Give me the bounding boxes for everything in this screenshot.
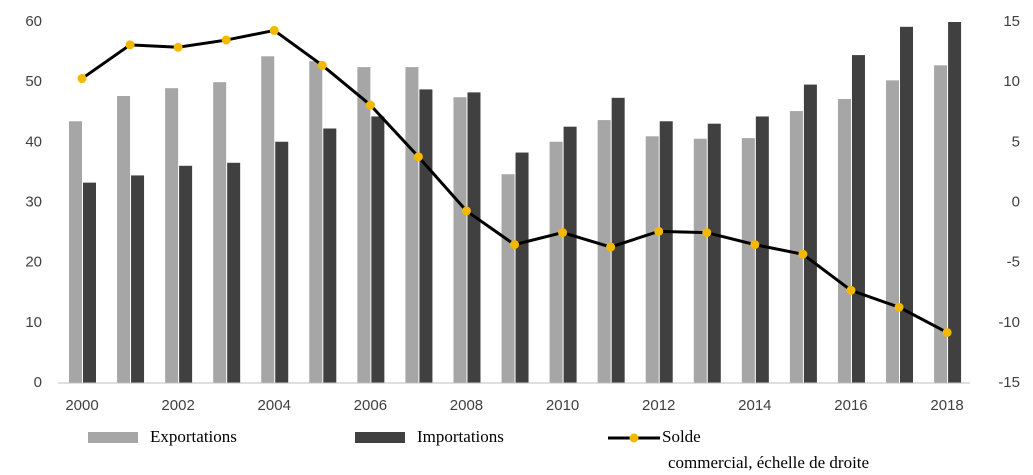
bar bbox=[275, 141, 289, 383]
bar bbox=[851, 55, 865, 383]
bar bbox=[323, 128, 337, 383]
bar bbox=[693, 138, 707, 383]
bar bbox=[357, 67, 371, 383]
marker bbox=[654, 226, 664, 236]
bar bbox=[227, 162, 241, 383]
y-tick-label: 30 bbox=[25, 193, 42, 210]
legend-label: Solde commercial, échelle de droite bbox=[662, 427, 869, 472]
bar bbox=[261, 56, 275, 384]
bar bbox=[789, 111, 803, 384]
y2-tick-label: -10 bbox=[998, 314, 1020, 331]
marker bbox=[606, 242, 616, 252]
bar bbox=[837, 99, 851, 383]
bar bbox=[213, 82, 227, 384]
y2-tick-label: -5 bbox=[1007, 254, 1020, 271]
bar bbox=[948, 22, 962, 383]
marker bbox=[221, 35, 231, 45]
legend-swatch bbox=[88, 432, 138, 443]
y2-tick-label: 15 bbox=[1003, 13, 1020, 30]
bar bbox=[563, 126, 577, 383]
bar bbox=[900, 26, 914, 384]
marker bbox=[413, 152, 423, 162]
legend-label: Exportations bbox=[150, 427, 237, 446]
marker bbox=[269, 25, 279, 35]
y2-tick-label: 10 bbox=[1003, 73, 1020, 90]
bar bbox=[755, 116, 769, 383]
bar bbox=[934, 65, 948, 383]
x-tick-label: 2002 bbox=[161, 397, 194, 414]
bar bbox=[611, 97, 625, 383]
marker bbox=[702, 228, 712, 238]
marker bbox=[846, 285, 856, 295]
bar bbox=[179, 165, 193, 383]
x-tick-label: 2004 bbox=[258, 397, 291, 414]
bar bbox=[165, 88, 179, 383]
bar bbox=[405, 67, 419, 383]
x-tick-label: 2006 bbox=[354, 397, 387, 414]
y-tick-label: 0 bbox=[34, 374, 42, 391]
bar bbox=[83, 182, 96, 383]
marker bbox=[942, 327, 952, 337]
marker bbox=[510, 240, 520, 250]
marker bbox=[125, 40, 135, 50]
bar bbox=[371, 116, 385, 383]
x-tick-label: 2016 bbox=[834, 397, 867, 414]
bar bbox=[467, 92, 481, 384]
marker bbox=[894, 302, 904, 312]
x-tick-label: 2018 bbox=[930, 397, 963, 414]
y-tick-label: 20 bbox=[25, 254, 42, 271]
x-tick-label: 2014 bbox=[738, 397, 771, 414]
bar bbox=[803, 84, 817, 383]
y-tick-label: 10 bbox=[25, 314, 42, 331]
bar bbox=[645, 136, 659, 383]
marker bbox=[750, 240, 760, 250]
y-tick-label: 40 bbox=[25, 133, 42, 150]
bar bbox=[501, 174, 515, 383]
bar bbox=[131, 175, 145, 383]
y-tick-label: 60 bbox=[25, 13, 42, 30]
bar bbox=[707, 123, 721, 383]
marker bbox=[77, 74, 87, 84]
bar bbox=[741, 138, 755, 383]
legend-swatch bbox=[355, 432, 405, 443]
bar bbox=[597, 120, 611, 384]
bar bbox=[659, 121, 673, 384]
bar bbox=[419, 89, 433, 384]
y-tick-label: 50 bbox=[25, 73, 42, 90]
marker bbox=[173, 42, 183, 52]
marker bbox=[317, 60, 327, 70]
bar bbox=[886, 80, 900, 383]
x-tick-label: 2008 bbox=[450, 397, 483, 414]
legend-marker bbox=[629, 433, 639, 443]
marker bbox=[365, 100, 375, 110]
bar bbox=[309, 61, 323, 383]
x-tick-label: 2000 bbox=[65, 397, 98, 414]
bar bbox=[117, 96, 131, 383]
bar bbox=[549, 141, 563, 383]
legend-label: Importations bbox=[417, 427, 504, 446]
bar bbox=[69, 121, 82, 384]
y2-tick-label: -15 bbox=[998, 374, 1020, 391]
x-tick-label: 2010 bbox=[546, 397, 579, 414]
bar bbox=[453, 97, 467, 383]
marker bbox=[558, 228, 568, 238]
bar bbox=[515, 152, 529, 383]
y2-tick-label: 0 bbox=[1012, 193, 1020, 210]
marker bbox=[798, 249, 808, 259]
marker bbox=[461, 206, 471, 216]
y2-tick-label: 5 bbox=[1012, 133, 1020, 150]
x-tick-label: 2012 bbox=[642, 397, 675, 414]
